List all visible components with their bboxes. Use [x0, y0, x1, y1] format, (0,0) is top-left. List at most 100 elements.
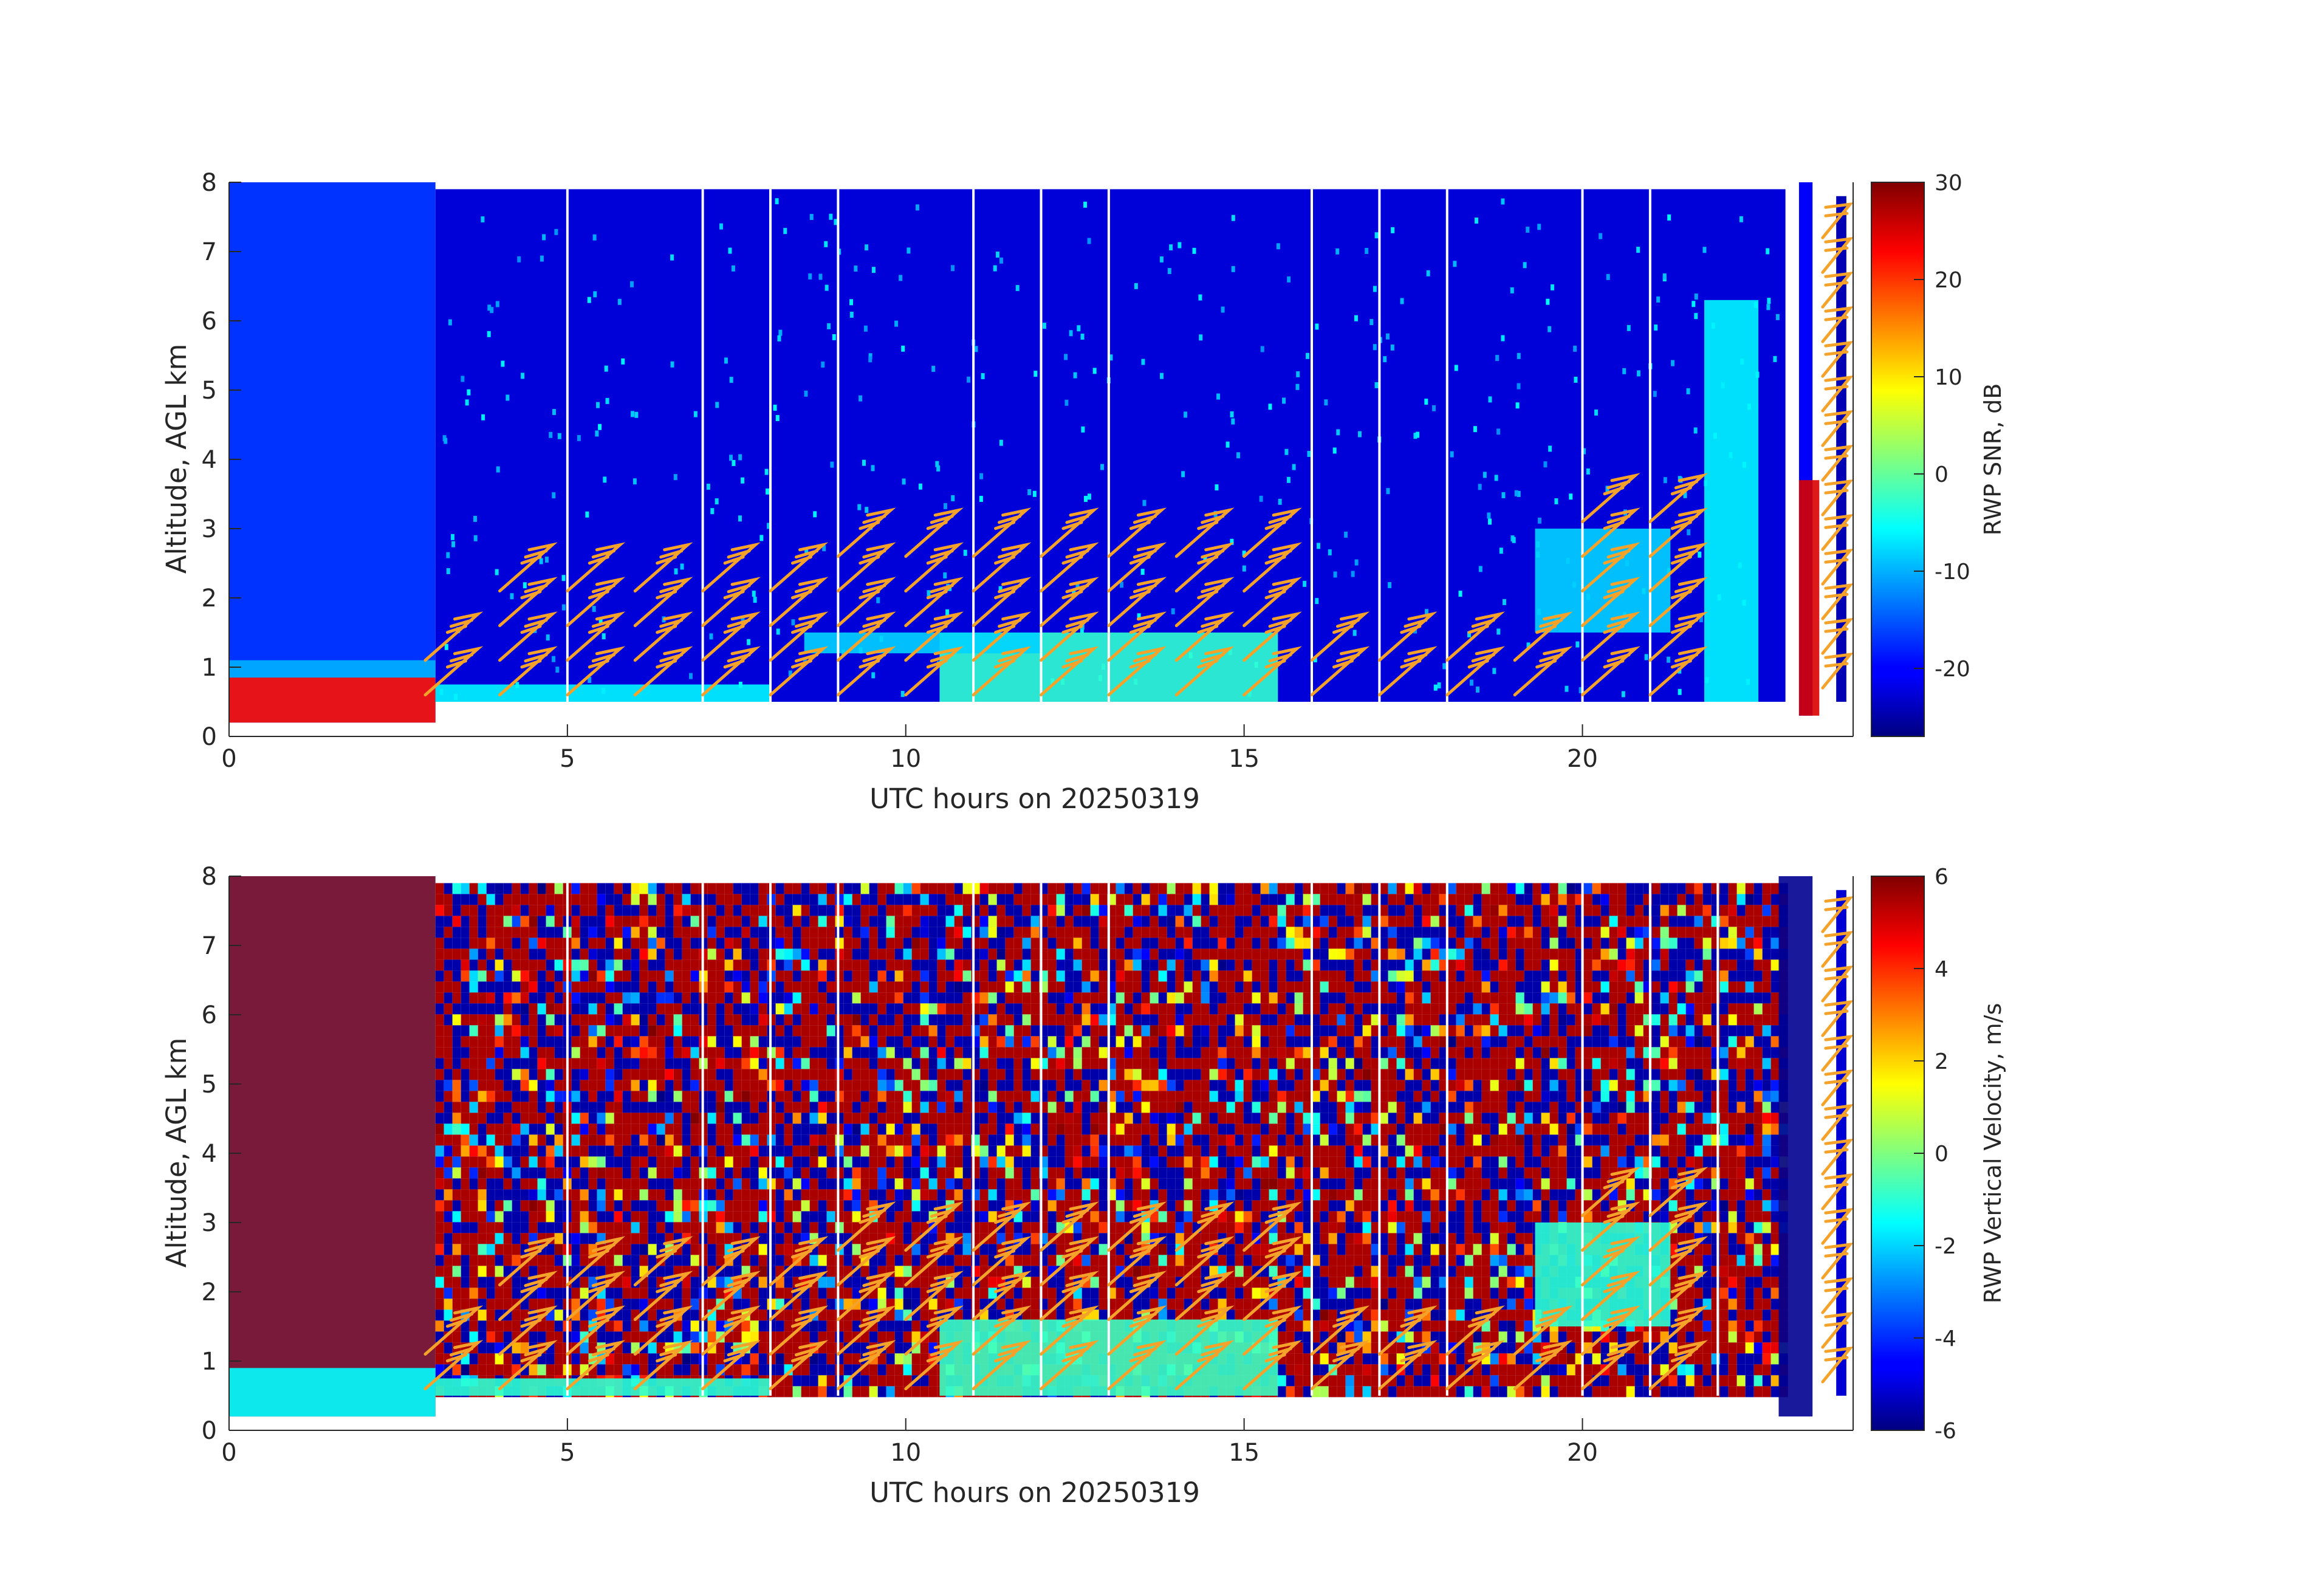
velocity-noise-cell	[852, 1091, 861, 1102]
velocity-noise-cell	[435, 1014, 444, 1026]
velocity-noise-cell	[656, 1266, 665, 1277]
velocity-noise-cell	[588, 1069, 597, 1080]
velocity-noise-cell	[452, 1222, 461, 1233]
velocity-noise-cell	[554, 1266, 563, 1277]
velocity-noise-cell	[452, 970, 461, 982]
velocity-noise-cell	[1201, 1178, 1210, 1190]
velocity-noise-cell	[478, 1320, 487, 1332]
velocity-noise-cell	[588, 1309, 597, 1321]
velocity-noise-cell	[835, 970, 844, 982]
velocity-noise-cell	[1047, 981, 1057, 993]
velocity-noise-cell	[758, 883, 767, 894]
velocity-noise-cell	[639, 992, 648, 1004]
velocity-noise-cell	[665, 959, 674, 971]
velocity-noise-cell	[809, 1014, 818, 1026]
velocity-noise-cell	[571, 1069, 580, 1080]
velocity-noise-cell	[520, 1113, 529, 1124]
velocity-noise-cell	[886, 883, 895, 894]
velocity-noise-cell	[979, 905, 989, 916]
velocity-noise-cell	[894, 1091, 903, 1102]
velocity-noise-cell	[869, 1069, 878, 1080]
velocity-noise-cell	[988, 883, 997, 894]
snr-speckle	[1142, 499, 1147, 506]
velocity-noise-cell	[444, 1025, 453, 1037]
velocity-noise-cell	[979, 1069, 989, 1080]
velocity-noise-cell	[1064, 916, 1074, 927]
velocity-noise-cell	[673, 1069, 682, 1080]
snr-x-axis-label: UTC hours on 20250319	[869, 783, 1200, 815]
velocity-noise-cell	[1150, 1080, 1159, 1091]
velocity-noise-cell	[1047, 1255, 1057, 1266]
snr-speckle	[1306, 352, 1310, 359]
velocity-noise-cell	[758, 1047, 767, 1058]
velocity-noise-cell	[452, 1255, 461, 1266]
velocity-noise-cell	[631, 1364, 640, 1376]
velocity-noise-cell	[1209, 1003, 1218, 1015]
snr-wind-barb	[566, 542, 626, 593]
velocity-noise-cell	[495, 1244, 504, 1255]
velocity-noise-cell	[461, 1331, 470, 1343]
velocity-noise-cell	[988, 1189, 997, 1201]
velocity-noise-cell	[1218, 883, 1227, 894]
snr-speckle	[688, 673, 693, 679]
velocity-noise-cell	[784, 1189, 793, 1201]
velocity-noise-cell	[469, 1156, 478, 1168]
velocity-noise-cell	[784, 1386, 793, 1398]
velocity-noise-cell	[546, 1222, 555, 1233]
velocity-noise-cell	[937, 1014, 946, 1026]
velocity-noise-cell	[1192, 1025, 1201, 1037]
velocity-noise-cell	[1081, 927, 1091, 938]
velocity-noise-cell	[979, 1025, 989, 1037]
velocity-noise-cell	[911, 1353, 920, 1365]
snr-speckle	[1015, 285, 1020, 292]
snr-speckle	[1478, 566, 1482, 572]
snr-speckle	[1033, 371, 1038, 377]
velocity-noise-cell	[1124, 1134, 1133, 1146]
velocity-noise-cell	[1030, 1123, 1040, 1135]
snr-data-gap	[1040, 189, 1043, 702]
velocity-noise-cell	[1081, 1134, 1091, 1146]
velocity-noise-cell	[656, 1233, 665, 1244]
velocity-noise-cell	[860, 1233, 869, 1244]
velocity-noise-cell	[1090, 927, 1099, 938]
velocity-noise-cell	[716, 1353, 725, 1365]
velocity-noise-cell	[639, 1134, 648, 1146]
velocity-noise-cell	[1073, 1222, 1082, 1233]
velocity-noise-cell	[835, 905, 844, 916]
velocity-noise-cell	[495, 1288, 504, 1299]
velocity-noise-cell	[852, 1200, 861, 1212]
velocity-noise-cell	[979, 1156, 989, 1168]
velocity-noise-cell	[707, 1298, 716, 1310]
velocity-noise-cell	[716, 1091, 725, 1102]
velocity-noise-cell	[869, 1014, 878, 1026]
snr-speckle	[1487, 512, 1491, 519]
snr-speckle	[1594, 409, 1599, 416]
velocity-noise-cell	[1116, 1123, 1125, 1135]
velocity-noise-cell	[1150, 1069, 1159, 1080]
velocity-noise-cell	[478, 1134, 487, 1146]
velocity-noise-cell	[1158, 992, 1167, 1004]
velocity-noise-cell	[954, 1058, 963, 1069]
velocity-noise-cell	[733, 1222, 742, 1233]
velocity-noise-cell	[945, 1058, 955, 1069]
velocity-noise-cell	[495, 1266, 504, 1277]
velocity-noise-cell	[631, 1298, 640, 1310]
velocity-noise-cell	[571, 1102, 580, 1113]
velocity-noise-cell	[945, 1189, 955, 1201]
velocity-noise-cell	[852, 1145, 861, 1157]
velocity-noise-cell	[937, 905, 946, 916]
velocity-noise-cell	[486, 916, 495, 927]
velocity-noise-cell	[461, 1200, 470, 1212]
velocity-noise-cell	[886, 1167, 895, 1179]
velocity-noise-cell	[1124, 1200, 1133, 1212]
snr-wind-barb	[1648, 542, 1709, 593]
velocity-noise-cell	[537, 981, 546, 993]
velocity-noise-cell	[962, 1069, 972, 1080]
velocity-noise-cell	[843, 1091, 852, 1102]
velocity-noise-cell	[886, 1091, 895, 1102]
snr-speckle	[670, 361, 674, 368]
velocity-noise-cell	[1175, 905, 1184, 916]
velocity-noise-cell	[852, 1113, 861, 1124]
velocity-noise-cell	[665, 1266, 674, 1277]
velocity-noise-cell	[954, 1003, 963, 1015]
